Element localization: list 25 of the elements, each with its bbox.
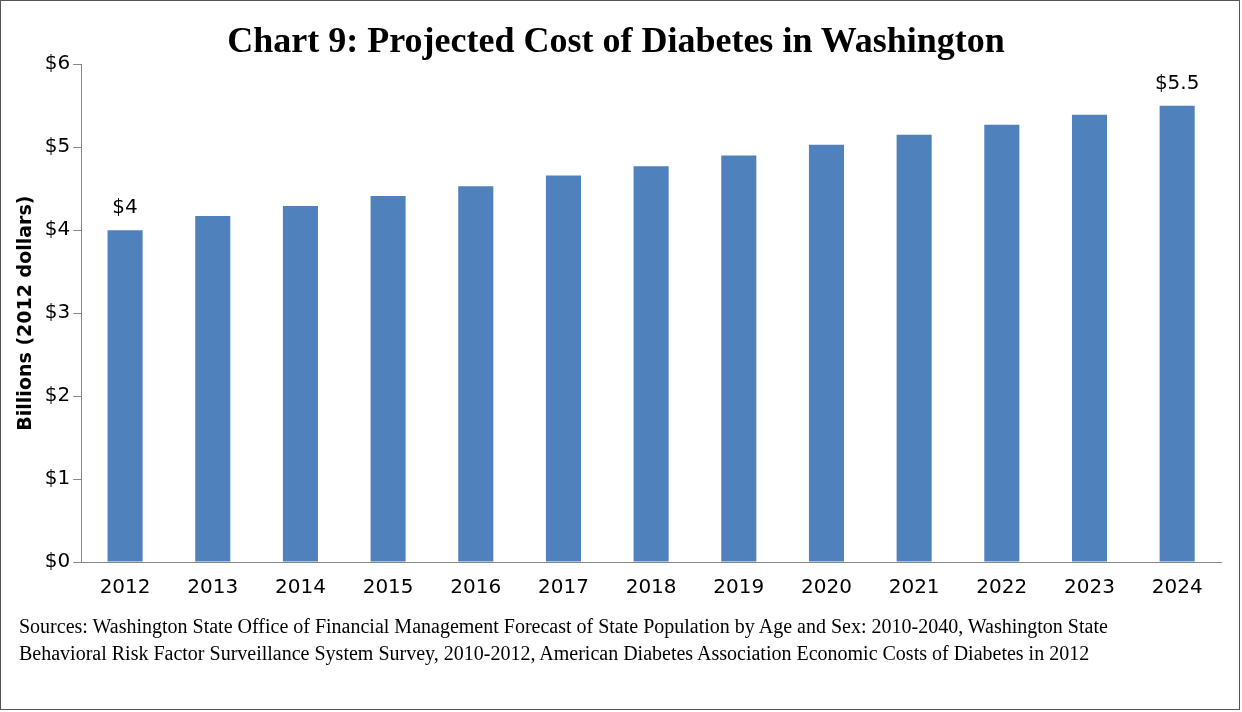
data-label: $5.5 (1154, 69, 1200, 94)
x-tick-label: 2018 (625, 574, 677, 599)
data-label: $4 (112, 194, 138, 219)
x-tick-label: 2023 (1064, 574, 1115, 599)
x-tick-label: 2015 (362, 574, 414, 599)
source-note: Sources: Washington State Office of Financial Management Forecast of State Population by Age and Sex: 2010-2040, Washington State Behavioral Risk Factor Surveillance System Survey, 2010-2012, American Diabetes Association Economic Costs of Diabetes in 2012 (19, 614, 1109, 667)
chart-title: Chart 9: Projected Cost of Diabetes in Washington (227, 19, 1005, 60)
x-tick-label: 2022 (976, 574, 1028, 599)
x-tick-label: 2021 (888, 574, 940, 599)
x-tick-label: 2020 (801, 574, 852, 599)
x-tick-label: 2017 (538, 574, 589, 599)
x-tick-label: 2019 (713, 574, 765, 599)
x-tick-label: 2024 (1151, 574, 1203, 599)
x-tick-label: 2014 (274, 574, 326, 599)
y-tick-label: $6 (44, 50, 71, 75)
y-tick-label: $1 (44, 465, 71, 490)
y-tick-label: $5 (44, 133, 71, 158)
y-tick-label: $4 (44, 216, 71, 241)
x-tick-label: 2013 (187, 574, 239, 599)
y-axis-title: Billions (2012 dollars) (13, 195, 36, 431)
x-tick-label: 2016 (450, 574, 502, 599)
x-tick-label: 2012 (99, 574, 151, 599)
y-tick-label: $3 (44, 299, 71, 324)
y-tick-label: $0 (44, 548, 71, 573)
y-tick-label: $2 (44, 382, 71, 407)
